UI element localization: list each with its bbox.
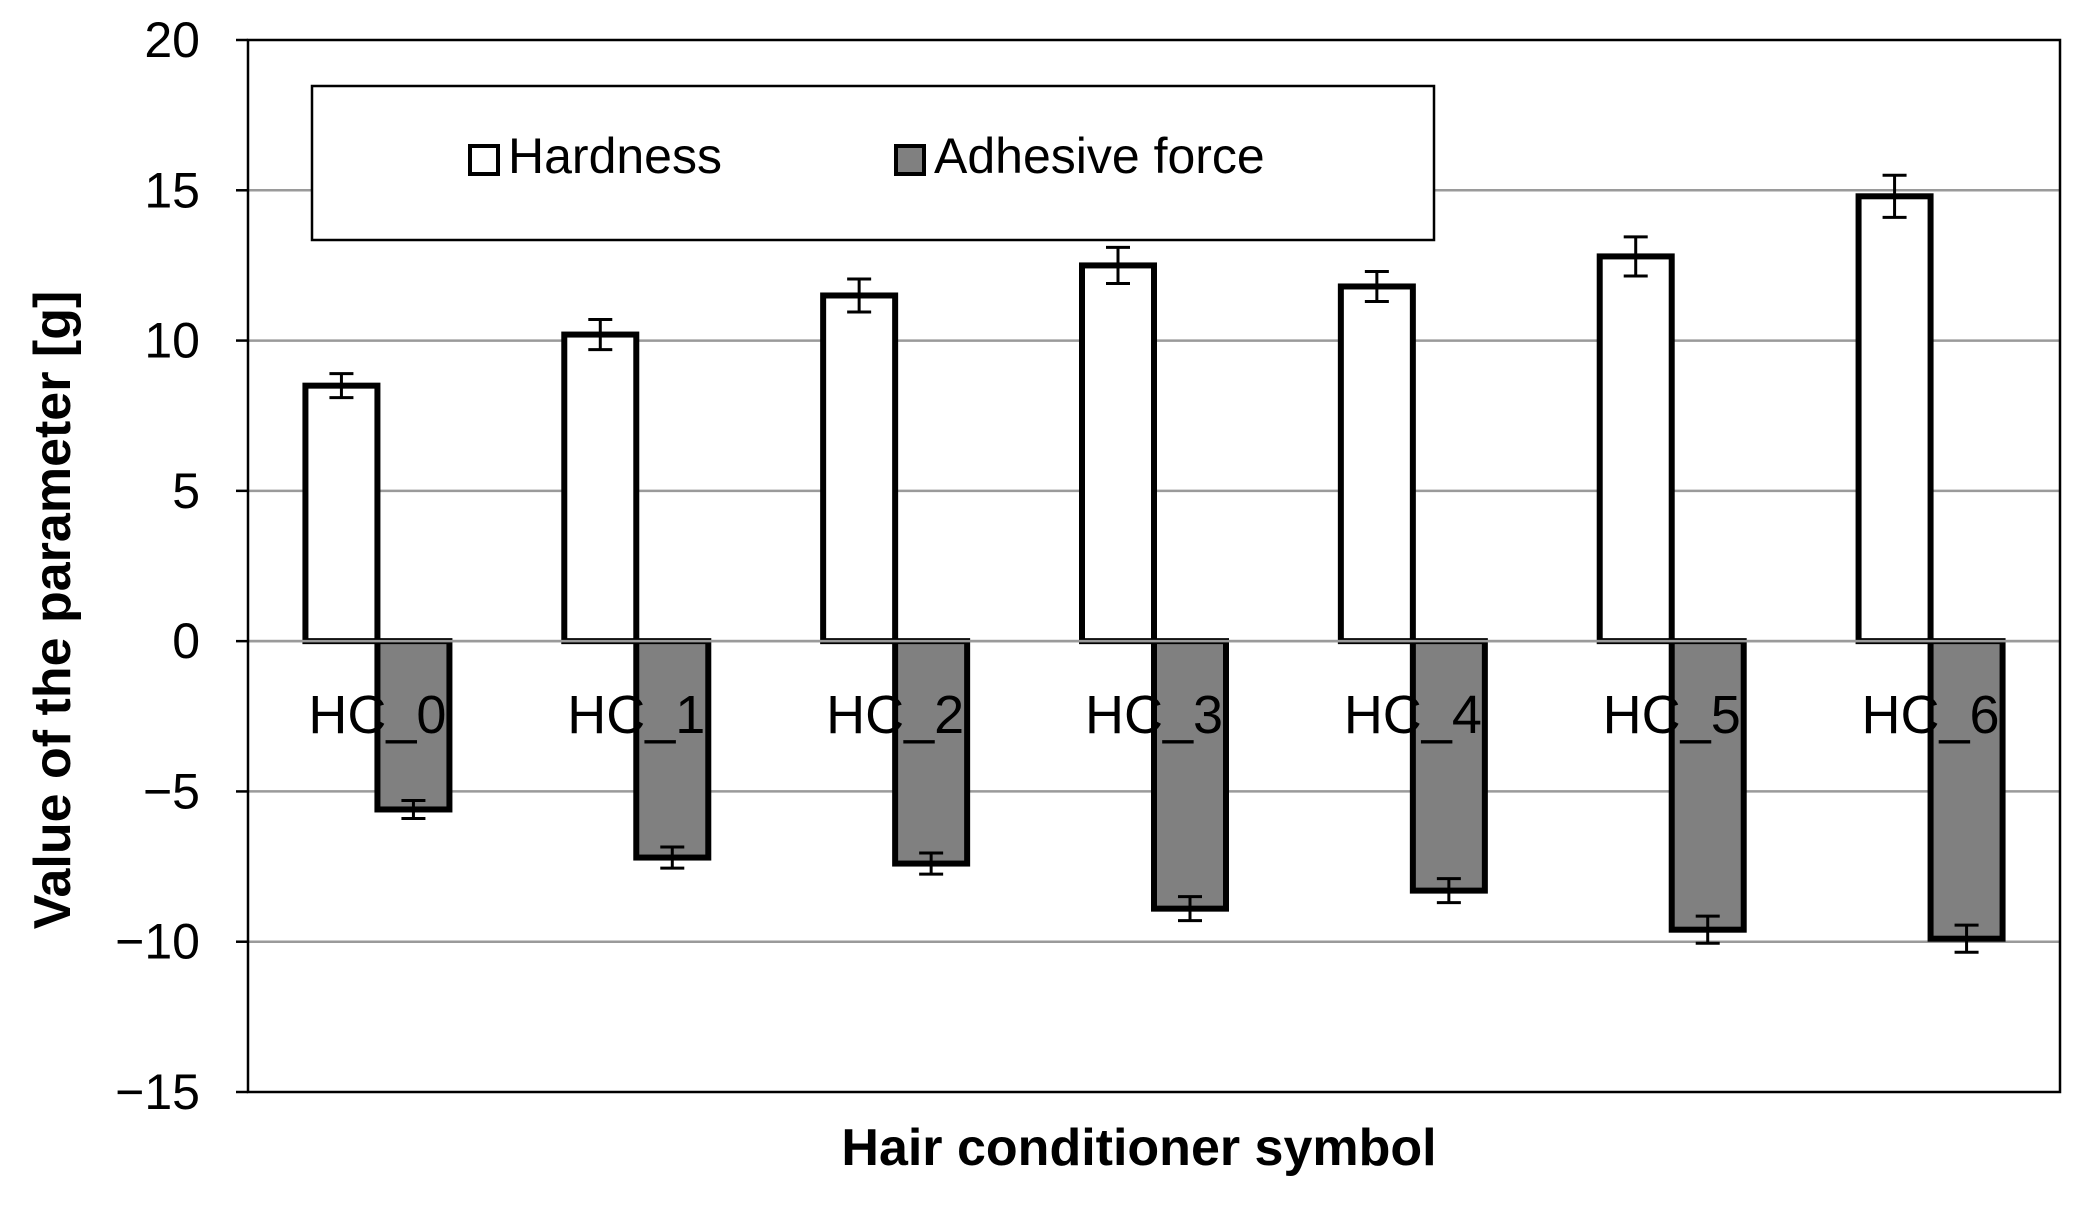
category-label: HC_6 bbox=[1862, 685, 2000, 745]
x-axis-title: Hair conditioner symbol bbox=[841, 1119, 1436, 1177]
bar-adhesive-force-hc-3 bbox=[1151, 638, 1229, 912]
bar-hardness-hc-0 bbox=[302, 382, 381, 645]
bar-hardness-hc-2 bbox=[820, 292, 899, 645]
category-label: HC_4 bbox=[1344, 685, 1482, 745]
category-label: HC_0 bbox=[308, 685, 446, 745]
bar-adhesive-force-hc-1 bbox=[633, 638, 712, 861]
bar-adhesive-force-hc-2 bbox=[892, 638, 971, 867]
y-tick-label: 20 bbox=[144, 12, 200, 68]
y-tick-label: 0 bbox=[172, 613, 200, 669]
y-tick-label: −5 bbox=[143, 763, 200, 819]
y-tick-label: −15 bbox=[115, 1064, 200, 1120]
axes: 20 15 10 5 0 −5 −10 −15 bbox=[115, 12, 2062, 1120]
bars bbox=[248, 173, 2060, 954]
category-label: HC_3 bbox=[1085, 685, 1223, 745]
bar-hardness-hc-5 bbox=[1596, 253, 1675, 645]
y-tick-label: 10 bbox=[144, 313, 200, 369]
bar-hardness-hc-6 bbox=[1855, 193, 1934, 645]
bar-hardness-hc-1 bbox=[561, 331, 640, 645]
legend: Hardness Adhesive force bbox=[310, 84, 1436, 242]
y-tick-label: −10 bbox=[115, 914, 200, 970]
category-labels: HC_0 HC_1 HC_2 HC_3 HC_4 HC_5 HC_6 bbox=[308, 685, 1999, 745]
plot-area-border bbox=[246, 38, 2062, 1094]
bar-adhesive-force-hc-4 bbox=[1409, 638, 1488, 894]
bar-hardness-hc-4 bbox=[1337, 283, 1416, 645]
category-label: HC_2 bbox=[826, 685, 964, 745]
y-tick-label: 15 bbox=[144, 162, 200, 218]
legend-label-hardness: Hardness bbox=[508, 128, 722, 184]
legend-swatch-adhesive-force bbox=[894, 144, 926, 176]
y-tick-label: 5 bbox=[172, 463, 200, 519]
legend-swatch-hardness bbox=[468, 144, 500, 176]
bar-hardness-hc-3 bbox=[1079, 262, 1157, 645]
category-label: HC_1 bbox=[567, 685, 705, 745]
legend-label-adhesive-force: Adhesive force bbox=[934, 128, 1265, 184]
category-label: HC_5 bbox=[1603, 685, 1741, 745]
y-axis-title: Value of the parameter [g] bbox=[24, 291, 82, 930]
